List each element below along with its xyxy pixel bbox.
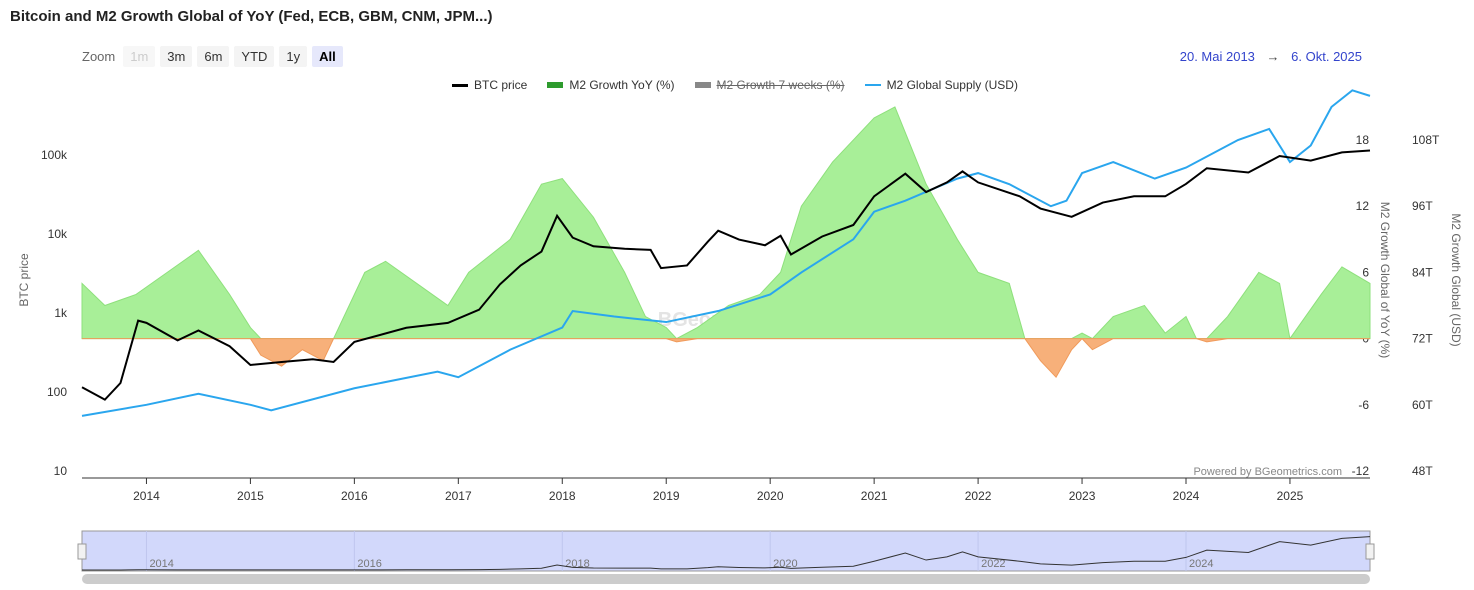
credit-link[interactable]: Powered by BGeometrics.com — [1193, 466, 1342, 478]
legend-swatch — [452, 83, 468, 87]
zoom-selector: Zoom 1m 3m 6m YTD 1y All — [82, 46, 343, 67]
supply-axis-tick: 60T — [1412, 398, 1433, 412]
legend-label: M2 Global Supply (USD) — [886, 78, 1018, 92]
zoom-6m-button[interactable]: 6m — [197, 46, 230, 67]
btc-axis-tick: 100 — [47, 385, 67, 399]
zoom-label: Zoom — [82, 49, 116, 64]
supply-axis-title: M2 Growth Global (USD) — [1449, 213, 1463, 346]
btc-price-line — [81, 149, 1371, 401]
supply-axis-tick: 72T — [1412, 332, 1433, 346]
x-tick-label: 2015 — [237, 489, 264, 503]
navigator-label: 2024 — [1189, 558, 1213, 570]
legend-swatch — [547, 82, 564, 88]
supply-axis-tick: 96T — [1412, 199, 1433, 213]
yoy-axis-title: M2 Growth Global of YoY (%) — [1378, 202, 1392, 359]
chart-title: Bitcoin and M2 Growth Global of YoY (Fed… — [10, 8, 493, 25]
range-arrow: → — [1266, 49, 1280, 64]
supply-axis-tick: 48T — [1412, 464, 1433, 478]
x-tick-label: 2016 — [341, 489, 368, 503]
navigator-window — [81, 530, 1371, 572]
yoy-axis-tick: -6 — [1358, 398, 1369, 412]
zoom-1y-button[interactable]: 1y — [279, 46, 308, 67]
x-tick-label: 2017 — [445, 489, 472, 503]
navigator-right-handle[interactable] — [1365, 543, 1375, 560]
date-range: 20. Mai 2013 → 6. Okt. 2025 — [1176, 49, 1366, 64]
legend-item-btc-price[interactable]: BTC price — [452, 78, 527, 92]
x-tick-label: 2019 — [653, 489, 680, 503]
range-to[interactable]: 6. Okt. 2025 — [1291, 49, 1362, 64]
x-tick-label: 2018 — [549, 489, 576, 503]
x-tick-label: 2024 — [1173, 489, 1200, 503]
x-tick-label: 2021 — [861, 489, 888, 503]
btc-axis-tick: 10k — [48, 227, 68, 241]
m2-yoy-positive-area — [81, 106, 1371, 340]
x-tick-label: 2025 — [1277, 489, 1304, 503]
zoom-ytd-button[interactable]: YTD — [234, 46, 275, 67]
yoy-axis-tick: 6 — [1362, 265, 1369, 279]
legend-label: M2 Growth 7 weeks (%) — [716, 78, 845, 92]
yoy-axis-tick: 12 — [1356, 199, 1370, 213]
scrollbar[interactable] — [82, 574, 1370, 584]
legend-label: BTC price — [474, 78, 528, 92]
legend-item-m2-growth-yoy[interactable]: M2 Growth YoY (%) — [547, 78, 675, 92]
legend-swatch — [864, 84, 881, 86]
btc-axis-tick: 10 — [54, 464, 68, 478]
zoom-all-button[interactable]: All — [312, 46, 343, 67]
yoy-axis-tick: 18 — [1356, 133, 1370, 147]
m2-yoy-negative-area — [82, 337, 1370, 379]
supply-axis-tick: 108T — [1412, 133, 1440, 147]
legend-swatch — [694, 82, 711, 88]
zoom-1m-button[interactable]: 1m — [123, 46, 156, 67]
navigator-label: 2014 — [149, 558, 173, 570]
m2-supply-line — [81, 89, 1371, 417]
legend-label: M2 Growth YoY (%) — [569, 78, 675, 92]
btc-axis-tick: 1k — [54, 306, 68, 320]
navigator-series — [81, 536, 1371, 571]
navigator-label: 2022 — [981, 558, 1005, 570]
x-tick-label: 2022 — [965, 489, 992, 503]
yoy-axis-tick: -12 — [1352, 464, 1370, 478]
navigator-label: 2016 — [357, 558, 381, 570]
legend-item-m2-global-supply[interactable]: M2 Global Supply (USD) — [864, 78, 1018, 92]
btc-axis-title: BTC price — [17, 253, 31, 307]
x-tick-label: 2023 — [1069, 489, 1096, 503]
btc-axis-tick: 100k — [41, 148, 68, 162]
supply-axis-tick: 84T — [1412, 265, 1433, 279]
navigator-left-handle[interactable] — [77, 543, 87, 560]
x-tick-label: 2014 — [133, 489, 160, 503]
legend: BTC price M2 Growth YoY (%) M2 Growth 7 … — [452, 78, 1018, 92]
legend-item-m2-growth-7-weeks[interactable]: M2 Growth 7 weeks (%) — [694, 78, 845, 92]
range-from[interactable]: 20. Mai 2013 — [1179, 49, 1255, 64]
x-tick-label: 2020 — [757, 489, 784, 503]
zoom-3m-button[interactable]: 3m — [160, 46, 193, 67]
